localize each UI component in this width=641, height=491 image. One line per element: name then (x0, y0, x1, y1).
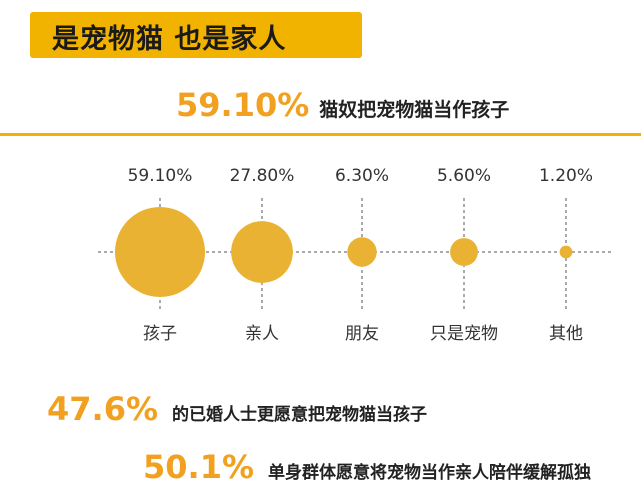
category-label: 其他 (549, 324, 583, 344)
data-bubble (450, 238, 478, 266)
stat-married: 47.6% 的已婚人士更愿意把宠物猫当孩子 (47, 390, 427, 428)
stat-text: 猫奴把宠物猫当作孩子 (319, 99, 510, 121)
data-bubble (231, 221, 293, 283)
data-label: 27.80% (230, 166, 295, 186)
stat-cats-as-children: 59.10% 猫奴把宠物猫当作孩子 (176, 86, 509, 124)
category-label: 只是宠物 (430, 324, 498, 344)
stat-percent: 50.1% (143, 448, 255, 486)
bubble-chart: 59.10% 孩子 27.80% 亲人 6.30% 朋友 5.60% 只是宠物 1.20% 其他 (98, 166, 612, 344)
data-bubble (347, 237, 377, 267)
data-label: 6.30% (335, 166, 389, 186)
title-banner (30, 12, 362, 58)
data-bubble (559, 245, 573, 259)
category-label: 孩子 (143, 324, 177, 344)
stat-percent: 47.6% (47, 390, 159, 428)
data-label: 1.20% (539, 166, 593, 186)
stat-single: 50.1% 单身群体愿意将宠物当作亲人陪伴缓解孤独 (143, 448, 591, 486)
data-bubble (115, 207, 205, 297)
stat-percent: 59.10% (176, 86, 310, 124)
category-label: 朋友 (345, 324, 379, 344)
category-label: 亲人 (245, 324, 279, 344)
data-label: 59.10% (128, 166, 193, 186)
data-label: 5.60% (437, 166, 491, 186)
stat-text: 单身群体愿意将宠物当作亲人陪伴缓解孤独 (268, 463, 592, 483)
section-divider (0, 133, 641, 136)
stat-text: 的已婚人士更愿意把宠物猫当孩子 (172, 405, 428, 425)
page-title: 是宠物猫 也是家人 (52, 24, 287, 55)
